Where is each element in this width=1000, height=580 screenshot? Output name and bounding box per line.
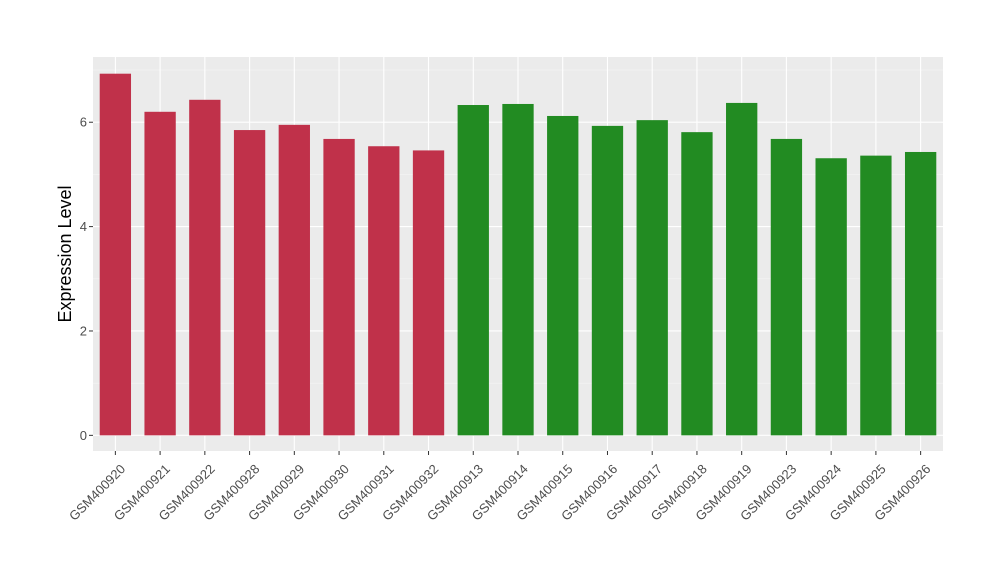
bar xyxy=(189,99,221,436)
y-axis-title: Expression Level xyxy=(55,185,75,322)
bar xyxy=(233,130,266,436)
y-axis: 0 2 4 6 xyxy=(80,115,93,443)
bar xyxy=(726,102,758,436)
bar xyxy=(547,115,579,436)
bar xyxy=(815,158,847,436)
y-tick-label: 4 xyxy=(80,219,87,234)
bar xyxy=(368,146,400,436)
bar xyxy=(904,151,937,436)
bars xyxy=(99,73,937,436)
y-tick-label: 6 xyxy=(80,115,87,130)
bar xyxy=(323,138,355,436)
bar xyxy=(502,103,534,436)
y-tick-label: 2 xyxy=(80,323,87,338)
y-tick-label: 0 xyxy=(80,428,87,443)
bar xyxy=(144,111,176,436)
x-axis: GSM400920GSM400921GSM400922GSM400928GSM4… xyxy=(66,451,934,524)
bar xyxy=(860,155,892,436)
bar xyxy=(99,73,132,436)
bar xyxy=(412,150,445,436)
bar xyxy=(278,124,310,436)
bar xyxy=(457,105,489,436)
bar xyxy=(636,120,668,436)
bar xyxy=(770,138,803,436)
bar xyxy=(681,132,713,436)
bar xyxy=(591,125,624,436)
